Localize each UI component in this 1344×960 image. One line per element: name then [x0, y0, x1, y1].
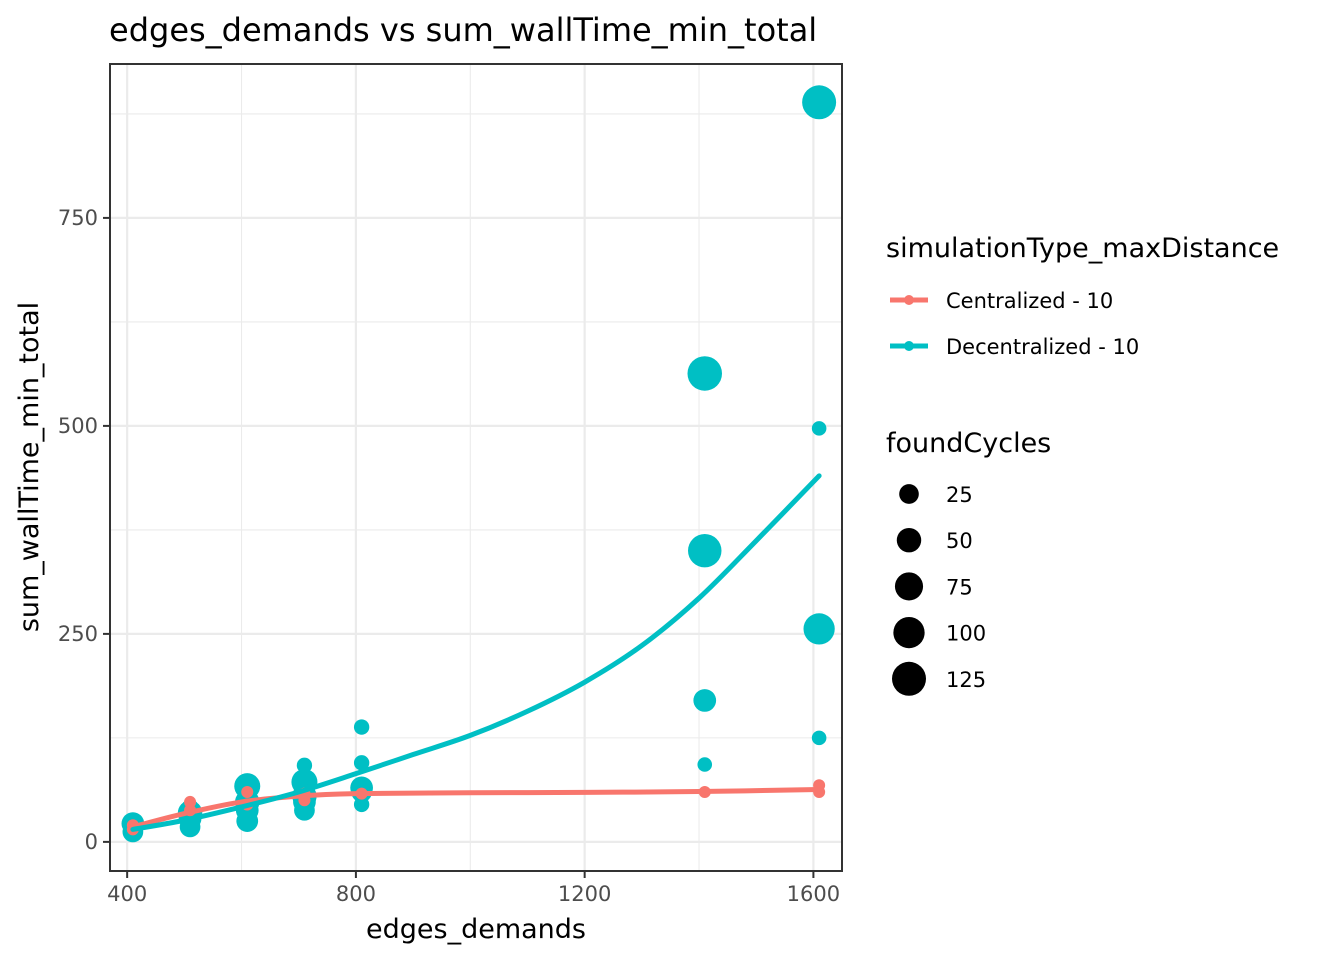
data-point	[296, 757, 313, 774]
size-legend-title: foundCycles	[886, 428, 1051, 459]
color-legend-entries: Centralized - 10 Decentralized - 10	[890, 289, 1139, 359]
color-legend-dot	[904, 341, 914, 351]
x-tick-label: 400	[107, 882, 147, 906]
data-point	[294, 799, 315, 821]
data-point	[184, 795, 197, 808]
y-tick-label: 0	[85, 830, 98, 854]
trend-line	[130, 473, 822, 832]
y-tick-label: 500	[58, 414, 98, 438]
size-legend-dot	[899, 484, 919, 504]
data-point	[688, 533, 722, 568]
trend-lines	[130, 473, 822, 832]
y-axis-title: sum_wallTime_min_total	[14, 302, 45, 632]
data-point	[353, 755, 370, 771]
data-point	[687, 356, 723, 391]
data-point	[353, 796, 370, 813]
data-point	[693, 689, 717, 712]
data-point	[811, 730, 827, 746]
size-legend-dot	[892, 661, 926, 696]
y-tick-label: 250	[58, 622, 98, 646]
legend: simulationType_maxDistance Centralized -…	[886, 233, 1279, 696]
size-legend-label: 50	[946, 529, 973, 553]
x-axis-title: edges_demands	[366, 914, 586, 945]
size-legend-dot	[893, 616, 925, 649]
data-point	[811, 421, 827, 436]
trend-line	[130, 786, 822, 830]
y-tick-label: 750	[58, 206, 98, 230]
size-legend-label: 75	[946, 575, 973, 599]
grid	[110, 64, 842, 871]
color-legend-dot	[904, 295, 914, 305]
data-point	[241, 785, 254, 798]
color-legend-label: Decentralized - 10	[946, 335, 1139, 359]
plot-panel	[109, 63, 843, 872]
x-axis: 400 800 1200 1600	[107, 871, 840, 906]
data-point	[353, 719, 370, 735]
size-legend-label: 25	[946, 483, 973, 507]
data-point	[697, 757, 713, 772]
chart-title: edges_demands vs sum_wallTime_min_total	[109, 11, 817, 49]
data-point	[236, 810, 259, 832]
size-legend-label: 100	[946, 622, 986, 646]
x-tick-label: 800	[336, 882, 376, 906]
data-points	[121, 85, 837, 843]
data-point	[802, 85, 837, 120]
size-legend-dot	[894, 572, 924, 601]
size-legend-dot	[896, 527, 922, 553]
size-legend-label: 125	[946, 668, 986, 692]
x-tick-label: 1200	[558, 882, 611, 906]
x-tick-label: 1600	[787, 882, 840, 906]
color-legend-title: simulationType_maxDistance	[886, 233, 1279, 264]
data-point	[803, 613, 835, 645]
color-legend-label: Centralized - 10	[946, 289, 1113, 313]
y-axis: 0 250 500 750	[58, 206, 110, 854]
size-legend-entries: 25 50 75 100 125	[892, 483, 986, 696]
